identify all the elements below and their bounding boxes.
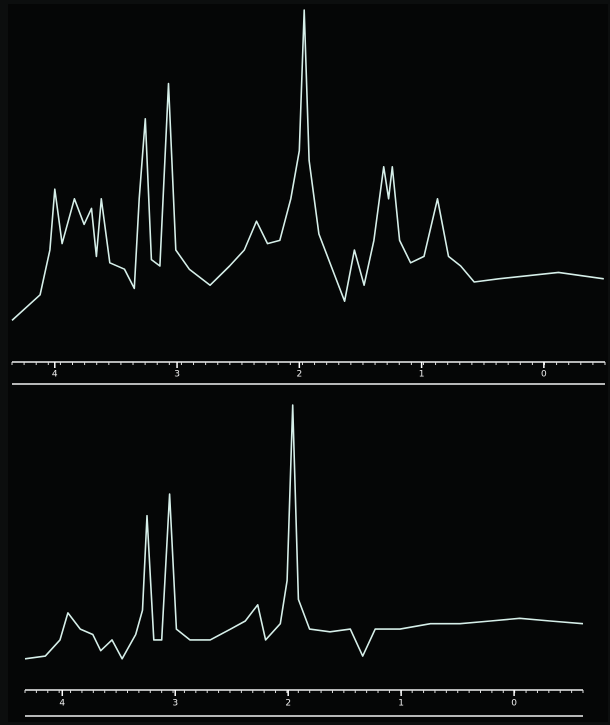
screen: 4 3 2 1 0 4 3 2 1 0: [0, 0, 610, 725]
x-tick-label: 2: [296, 370, 302, 380]
x-tick-label: 1: [398, 699, 404, 709]
x-tick-label: 1: [419, 370, 425, 380]
x-tick-label: 0: [541, 370, 547, 380]
x-tick-label: 4: [52, 370, 58, 380]
x-tick-label: 2: [285, 699, 291, 709]
x-tick-label: 3: [172, 699, 178, 709]
x-tick-label: 4: [59, 699, 65, 709]
x-tick-label: 3: [174, 370, 180, 380]
page: 4321043210 (() => { const data = JSON.pa…: [0, 0, 610, 725]
x-tick-label: 0: [511, 699, 517, 709]
